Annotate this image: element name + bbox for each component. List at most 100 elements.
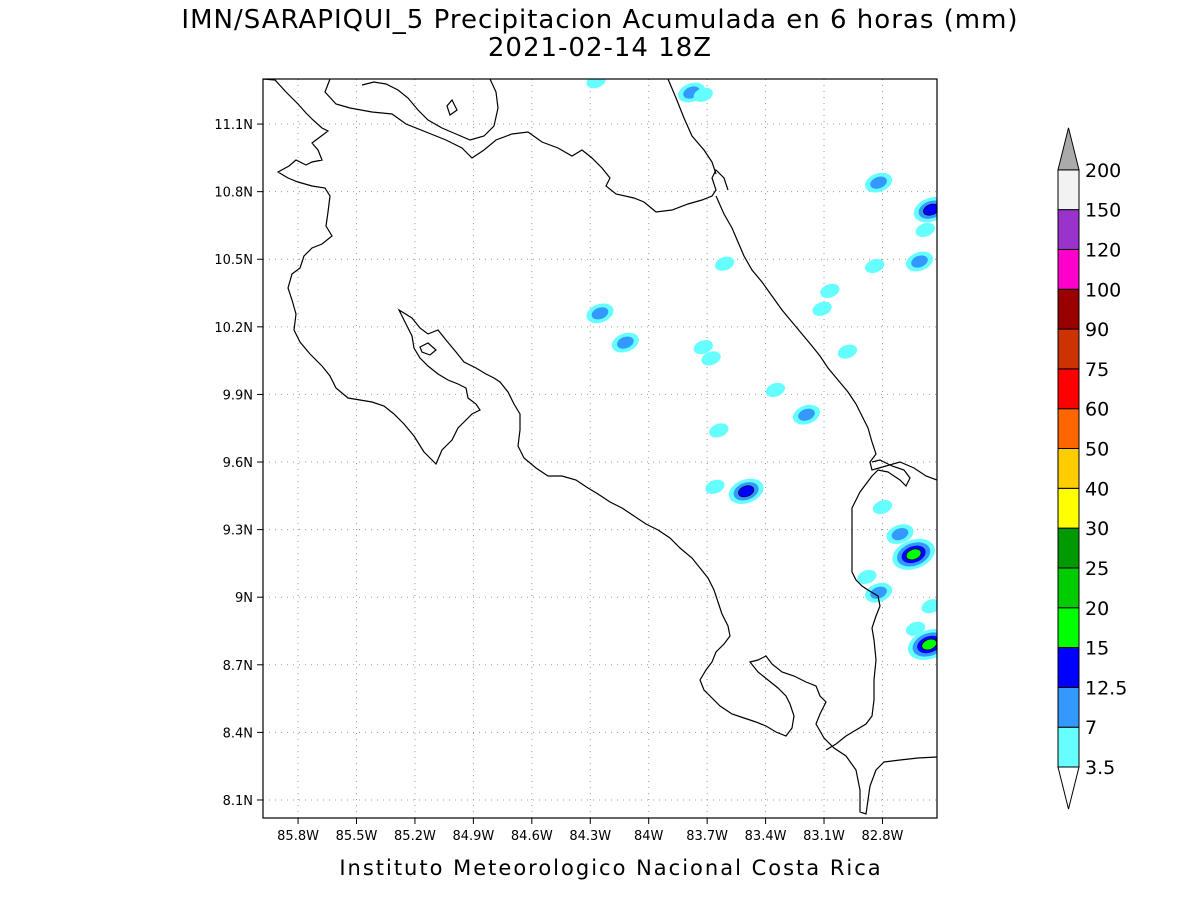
precip-level-1 [905, 621, 926, 636]
precip-level-2 [616, 336, 634, 349]
precip-level-3 [738, 485, 755, 498]
lon-tick-label: 84.3W [569, 829, 611, 844]
precip-cell [837, 344, 858, 359]
legend-swatch [1057, 726, 1080, 768]
precip-cell [865, 582, 893, 603]
precip-cell [820, 283, 840, 298]
lon-tick-label: 83.4W [745, 829, 787, 844]
lon-tick-label: 83.1W [803, 829, 845, 844]
legend-swatch [1057, 487, 1080, 529]
lon-tick-label: 83.7W [686, 829, 728, 844]
caribbean-coastline [715, 195, 937, 481]
precip-level-1 [915, 222, 935, 238]
precip-cell [765, 382, 785, 398]
lat-tick-label: 9N [235, 591, 253, 606]
precip-cell [907, 629, 937, 660]
precip-cell [913, 196, 937, 223]
lat-tick-label: 10.5N [214, 253, 253, 268]
nicaragua-caribbean-coast-east [667, 79, 717, 175]
precip-cell [586, 79, 606, 89]
precip-cell [709, 423, 729, 438]
precip-level-1 [709, 423, 729, 438]
graticule [257, 79, 937, 824]
lon-tick-label: 84.9W [452, 829, 494, 844]
precip-level-2 [591, 307, 609, 320]
island [419, 342, 437, 356]
lake-shore [446, 98, 458, 116]
lon-tick-label: 85.8W [277, 829, 319, 844]
precip-cell [701, 351, 721, 366]
lat-tick-label: 10.2N [214, 321, 253, 336]
lat-tick-label: 9.9N [223, 388, 253, 403]
color-legend: 3.5 7 12.5 15 20 25 30 40 50 60 75 90 100 120 150 200 [1057, 127, 1127, 810]
lon-tick-label: 84.6W [511, 829, 553, 844]
precip-level-1 [921, 599, 937, 614]
precip-cell [586, 303, 614, 324]
legend-label: 20 [1085, 598, 1109, 620]
lat-tick-label: 11.1N [214, 118, 253, 133]
legend-label: 50 [1085, 439, 1109, 461]
precip-level-1 [693, 87, 713, 102]
precip-level-2 [870, 586, 887, 599]
lon-tick-label: 85.5W [336, 829, 378, 844]
map-title: IMN/SARAPIQUI_5 Precipitacion Acumulada … [181, 5, 1019, 35]
precip-cell [905, 621, 926, 636]
precip-level-1 [705, 479, 725, 494]
precip-level-4 [905, 548, 922, 561]
lat-tick-label: 8.4N [223, 726, 253, 741]
legend-swatch [1057, 607, 1080, 649]
legend-swatch [1057, 248, 1080, 290]
lat-tick-label: 8.7N [223, 659, 253, 674]
legend-low-arrow [1057, 766, 1080, 810]
pacific-coastline [263, 79, 937, 815]
legend-label: 100 [1085, 279, 1121, 301]
precip-level-2 [911, 255, 928, 268]
precip-level-1 [715, 256, 735, 271]
precip-level-1 [865, 258, 885, 274]
legend-swatch [1057, 686, 1080, 728]
lat-tick-label: 9.3N [223, 524, 253, 539]
precip-level-4 [921, 638, 937, 651]
precip-cell [715, 256, 735, 271]
coastline [263, 79, 937, 815]
precip-cell [905, 251, 933, 272]
legend-label: 30 [1085, 518, 1109, 540]
precip-level-2 [870, 176, 887, 189]
precip-cell [872, 499, 893, 515]
legend-swatch [1057, 328, 1080, 370]
legend-swatch [1057, 527, 1080, 569]
legend-swatch [1057, 368, 1080, 410]
precip-cell [915, 222, 935, 238]
nicaragua-caribbean-coast [361, 79, 499, 141]
precip-cell [857, 569, 877, 585]
legend-label: 40 [1085, 478, 1109, 500]
precip-cell [812, 301, 832, 316]
northern-border [324, 79, 729, 213]
precip-cell [693, 340, 713, 355]
lat-tick-label: 10.8N [214, 186, 253, 201]
legend-swatch [1057, 169, 1080, 211]
longitude-tick-labels: 85.8W 85.5W 85.2W 84.9W 84.6W 84.3W 84W 83.7W 83… [277, 829, 903, 844]
panama-border [825, 459, 911, 751]
precip-level-2 [891, 528, 909, 541]
legend-swatch [1057, 288, 1080, 330]
lat-tick-label: 9.6N [223, 456, 253, 471]
precip-cell [921, 599, 937, 614]
legend-label: 12.5 [1085, 677, 1127, 699]
precip-cell [611, 332, 639, 353]
precip-level-1 [837, 344, 858, 359]
precipitation-cells [586, 79, 937, 660]
legend-label: 60 [1085, 399, 1109, 421]
legend-label: 25 [1085, 558, 1109, 580]
legend-label: 75 [1085, 359, 1109, 381]
legend-label: 120 [1085, 239, 1121, 261]
institution-credit: Instituto Meteorologico Nacional Costa R… [339, 856, 883, 880]
map-subtitle: 2021-02-14 18Z [487, 33, 713, 63]
lon-tick-label: 84W [634, 829, 664, 844]
legend-label: 3.5 [1085, 757, 1115, 779]
legend-label: 15 [1085, 638, 1109, 660]
lon-tick-label: 82.8W [862, 829, 904, 844]
precip-cell [892, 538, 935, 570]
legend-swatch [1057, 408, 1080, 449]
